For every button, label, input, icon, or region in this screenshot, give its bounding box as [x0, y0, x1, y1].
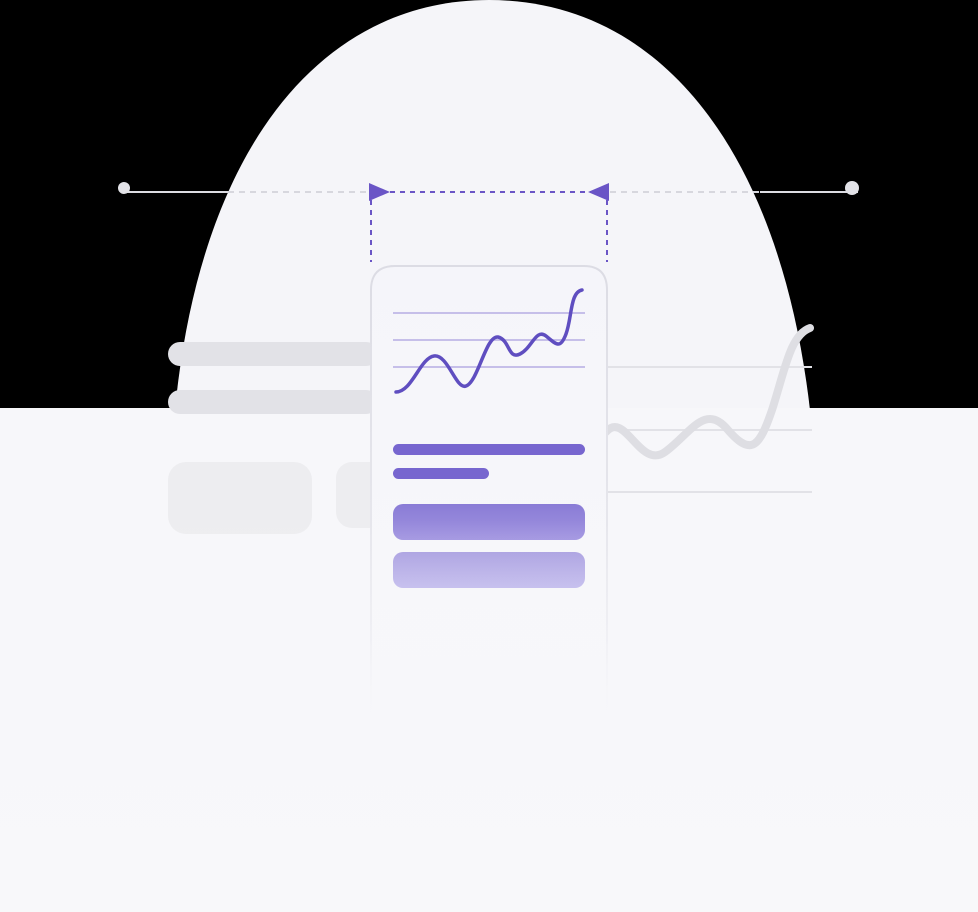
triangle-right-icon — [369, 183, 390, 201]
circle-handle-icon — [845, 181, 859, 195]
triangle-left-icon — [588, 183, 609, 201]
card-text-line — [393, 468, 489, 479]
chart-line — [602, 324, 814, 460]
backdrop-dome — [175, 0, 810, 410]
mobile-width-measure — [369, 183, 609, 262]
mobile-card-border — [370, 265, 608, 720]
card-chart-line — [394, 288, 584, 394]
circle-handle-icon — [118, 182, 130, 194]
desktop-skeleton-left — [168, 342, 396, 534]
skeleton-text-line — [168, 342, 378, 366]
desktop-chart — [602, 324, 814, 493]
card-text-line — [393, 444, 585, 455]
bottom-fade — [0, 520, 978, 912]
skeleton-button — [168, 462, 312, 534]
skeleton-text-line — [168, 390, 378, 414]
